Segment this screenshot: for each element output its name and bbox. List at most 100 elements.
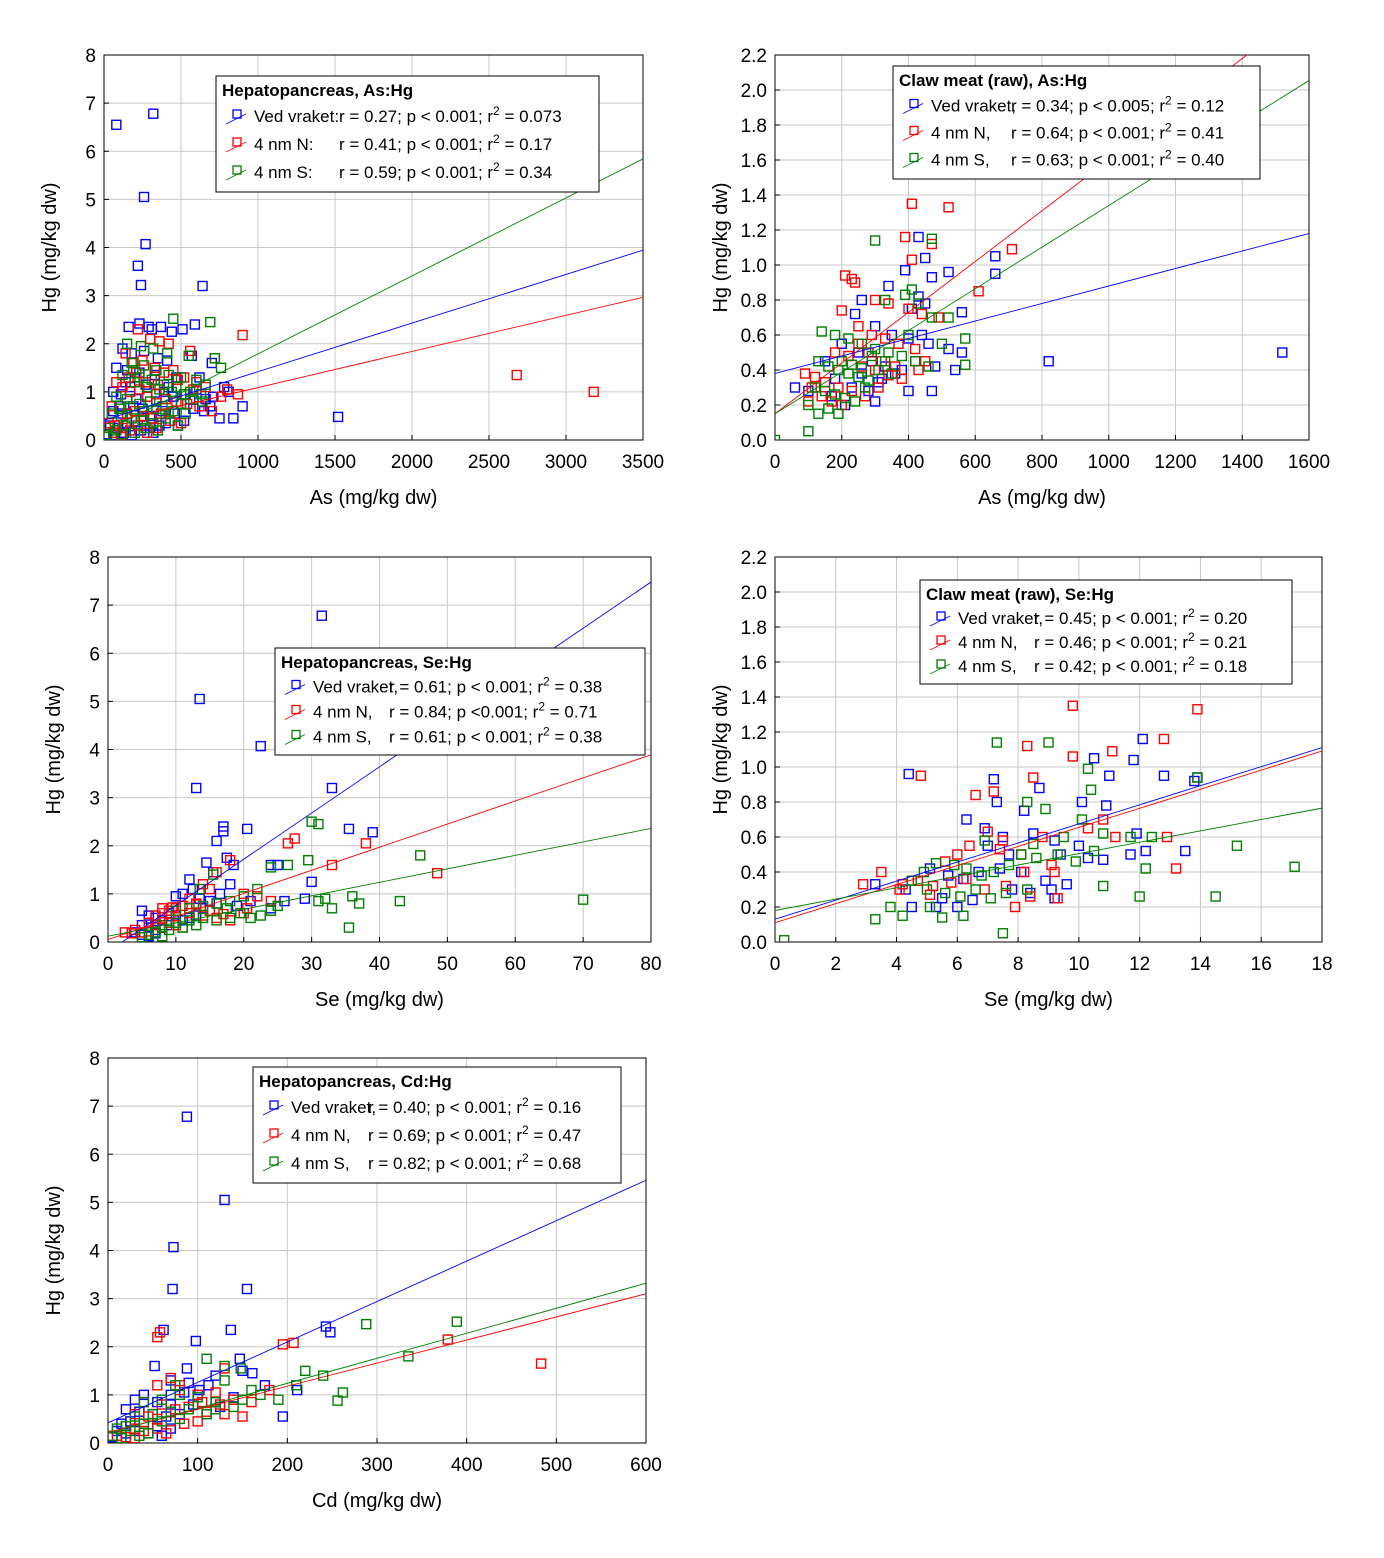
chart-2-series-3-point xyxy=(839,392,851,404)
chart-2-series-2-point xyxy=(846,273,857,285)
chart-4-series-1-point xyxy=(1061,879,1072,890)
chart-5-series-2-point xyxy=(535,1358,547,1369)
chart-1-series-3-point xyxy=(168,313,179,324)
chart-3-series-1-point xyxy=(316,610,328,621)
chart-3-series-3-point xyxy=(224,895,236,907)
chart-4-series-2-point xyxy=(1028,772,1039,783)
chart-3-x-tick-label: 30 xyxy=(301,954,322,975)
chart-3-series-3-legend-stats-main: r = 0.61; p < 0.001; r xyxy=(389,728,543,747)
chart-5-y-tick-label: 7 xyxy=(89,1097,100,1118)
chart-2-series-2-point xyxy=(866,329,877,341)
chart-3-data-layer xyxy=(108,581,651,942)
chart-4-series-3-point xyxy=(1082,763,1094,774)
chart-2-series-2-point xyxy=(869,294,881,306)
chart-1-series-1-point xyxy=(111,119,122,130)
chart-4-series-1-point xyxy=(900,884,911,895)
chart-4-x-tick-label: 14 xyxy=(1190,954,1212,975)
chart-3-series-3-point xyxy=(157,931,168,942)
chart-4-series-3-point xyxy=(1040,803,1051,815)
chart-3-y-tick-label: 0 xyxy=(89,933,100,954)
chart-1-series-1-point xyxy=(135,279,147,291)
chart-1-series-1-point xyxy=(148,108,159,119)
chart-1-x-tick-label: 2500 xyxy=(468,452,510,473)
chart-5-y-axis-label: Hg (mg/kg dw) xyxy=(43,1185,65,1315)
chart-3-x-tick-label: 70 xyxy=(573,954,594,975)
chart-3-series-2-legend-stats: r = 0.84; p <0.001; r2 = 0.71 xyxy=(389,700,597,722)
chart-4-series-1-point xyxy=(1137,733,1148,745)
chart-2-series-3-point xyxy=(899,289,911,300)
chart-5-series-1-legend-stats-exponent: 2 xyxy=(522,1095,529,1109)
chart-1-series-1-point xyxy=(228,413,239,424)
chart-2-series-2-point xyxy=(916,308,928,320)
chart-2-series-2-point xyxy=(883,298,894,309)
chart-4-series-1-point xyxy=(988,774,999,785)
chart-3-series-2-point xyxy=(252,891,263,902)
chart-2-series-1-point xyxy=(886,329,898,341)
chart-4-series-2-point xyxy=(924,889,936,900)
chart-1-series-3-point xyxy=(134,372,145,383)
chart-2-series-1-point xyxy=(899,265,911,276)
chart-5-series-1-point xyxy=(168,1241,179,1253)
chart-5-legend: Hepatopancreas, Cd:Hg Ved vraket,r = 0.40… xyxy=(252,1066,622,1184)
chart-1-series-3-point xyxy=(205,316,216,328)
chart-2-y-tick-label: 1.0 xyxy=(741,256,767,277)
chart-5-y-tick-label: 4 xyxy=(89,1242,100,1263)
chart-1-series-3-point xyxy=(172,420,184,431)
chart-3-series-1-legend-stats-main: r = 0.61; p < 0.001; r xyxy=(389,678,543,697)
chart-4-series-3-point xyxy=(1134,891,1145,902)
chart-4-y-tick-label: 0.6 xyxy=(741,828,767,849)
chart-4-series-2-point xyxy=(1022,740,1033,752)
chart-1-series-3-legend-stats-value: = 0.34 xyxy=(500,163,552,182)
chart-2-series-3-point xyxy=(879,356,891,367)
chart-1-series-2-regression-line xyxy=(104,296,643,425)
chart-2-series-3-point xyxy=(936,338,948,349)
chart-2-series-2-point xyxy=(896,373,908,384)
chart-4-series-3-regression-line xyxy=(775,807,1322,911)
chart-4-series-2-point xyxy=(1158,733,1170,745)
chart-4-series-2-legend-marker xyxy=(936,635,946,645)
chart-5-series-2-point xyxy=(192,1416,203,1427)
chart-1-series-3-point xyxy=(161,348,173,359)
chart-2-y-tick-label: 0.8 xyxy=(741,291,767,312)
chart-2-series-1-point xyxy=(916,329,928,341)
chart-2-y-tick-label: 0.2 xyxy=(741,396,767,417)
chart-4-series-2-point xyxy=(1110,831,1121,843)
chart-4-series-3-point xyxy=(1231,840,1243,851)
chart-3-series-2-legend-name: 4 nm N, xyxy=(313,703,373,722)
chart-3-series-1-point xyxy=(343,823,355,835)
chart-1-series-3-point xyxy=(117,369,128,381)
chart-2-series-3-point xyxy=(849,396,861,407)
chart-2-series-1-point xyxy=(883,280,894,292)
chart-5-series-3-legend-stats: r = 0.82; p < 0.001; r2 = 0.68 xyxy=(368,1151,581,1173)
chart-5-series-3-point xyxy=(273,1394,284,1405)
chart-5-series-3-point xyxy=(192,1392,203,1403)
chart-3-series-3-point xyxy=(177,922,188,933)
chart-4-series-2-point xyxy=(1192,704,1203,715)
chart-2-x-tick-label: 1000 xyxy=(1088,452,1130,473)
chart-4-series-3-point xyxy=(1022,884,1033,895)
chart-1-series-1-point xyxy=(143,321,154,333)
chart-3-series-3-point xyxy=(184,903,195,914)
chart-4-series-2-point xyxy=(857,879,869,890)
chart-5-series-1-point xyxy=(237,1365,248,1377)
chart-4-series-1-point xyxy=(1140,845,1151,857)
chart-3-series-3-point xyxy=(208,869,219,880)
chart-4-x-tick-label: 8 xyxy=(1013,954,1024,975)
chart-2-series-1-point xyxy=(903,385,914,397)
chart-5-series-1-legend-stats-main: r = 0.40; p < 0.001; r xyxy=(368,1098,522,1117)
chart-1-series-3-point xyxy=(138,360,150,371)
chart-4-series-1-point xyxy=(1097,854,1109,865)
chart-3-series-3-legend-stats: r = 0.61; p < 0.001; r2 = 0.38 xyxy=(389,725,602,747)
chart-4-series-3-point xyxy=(1003,859,1015,871)
chart-2-series-3-point xyxy=(926,312,938,323)
chart-2-y-tick-label: 1.8 xyxy=(741,116,767,137)
chart-4-series-3-legend-stats-exponent: 2 xyxy=(1188,654,1195,668)
chart-3-series-1-point xyxy=(221,852,232,863)
chart-4-series-1-point xyxy=(930,901,942,913)
chart-1-series-1-point xyxy=(177,324,188,335)
chart-4-series-1-point xyxy=(979,823,990,834)
chart-4-series-2-point xyxy=(1097,814,1109,825)
chart-2-series-3-point xyxy=(829,389,841,400)
chart-1-series-3-point xyxy=(124,401,136,412)
chart-1-series-2-point xyxy=(511,369,522,381)
